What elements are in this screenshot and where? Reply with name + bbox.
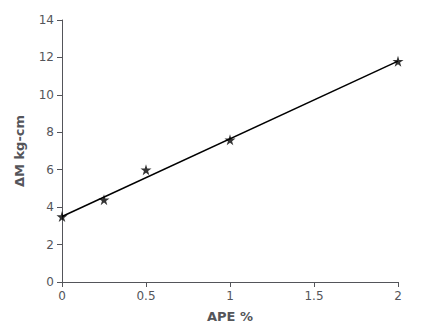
svg-text:APE %: APE %: [207, 309, 253, 324]
svg-text:1.5: 1.5: [304, 289, 323, 303]
svg-text:ΔM kg-cm: ΔM kg-cm: [12, 115, 27, 187]
svg-text:2: 2: [394, 289, 402, 303]
svg-text:2: 2: [46, 238, 54, 252]
svg-text:8: 8: [46, 125, 54, 139]
svg-text:14: 14: [39, 13, 54, 27]
svg-text:0.5: 0.5: [136, 289, 155, 303]
svg-text:12: 12: [39, 50, 54, 64]
svg-text:4: 4: [46, 200, 54, 214]
svg-text:0: 0: [46, 275, 54, 289]
svg-text:6: 6: [46, 163, 54, 177]
svg-text:10: 10: [39, 88, 54, 102]
svg-text:0: 0: [58, 289, 66, 303]
svg-text:1: 1: [226, 289, 234, 303]
